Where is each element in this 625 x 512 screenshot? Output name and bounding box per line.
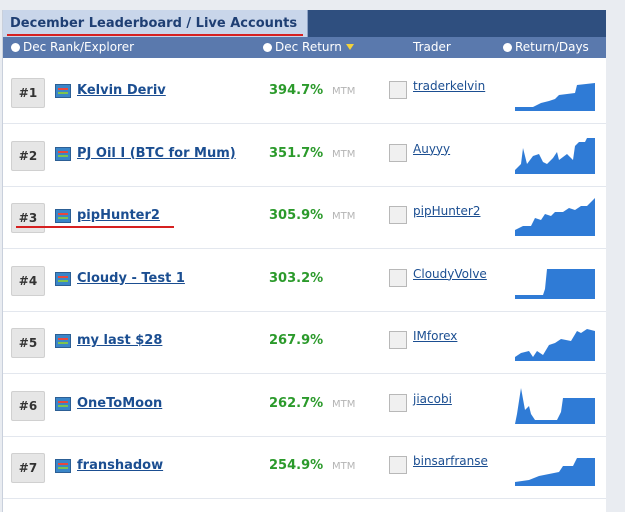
rank-badge: #5 <box>11 328 45 358</box>
account-icon <box>55 209 71 223</box>
trader-avatar <box>389 206 407 224</box>
trader-avatar <box>389 268 407 287</box>
return-value: 394.7% <box>269 83 324 98</box>
leaderboard-row: #3 pipHunter2 305.9% MTM pipHunter2 <box>3 186 606 249</box>
column-header-cell[interactable]: Dec Return <box>263 40 354 54</box>
trader-avatar <box>389 456 407 474</box>
sparkline <box>515 329 595 361</box>
account-icon <box>55 459 71 473</box>
sparkline <box>515 387 595 424</box>
trader-link[interactable]: pipHunter2 <box>413 204 481 218</box>
trader-avatar <box>389 331 407 349</box>
rank-badge: #6 <box>11 390 45 421</box>
sparkline-area <box>515 268 595 299</box>
account-link[interactable]: Kelvin Deriv <box>77 83 166 98</box>
return-value: 305.9% <box>269 208 324 223</box>
sparkline-area <box>515 83 595 111</box>
return-value: 303.2% <box>269 270 324 286</box>
sparkline-area <box>515 387 595 424</box>
sparkline-area <box>515 329 595 361</box>
mtm-tag: MTM <box>332 148 356 160</box>
account-link[interactable]: Cloudy - Test 1 <box>77 270 185 286</box>
tab[interactable]: December Leaderboard / Live Accounts <box>3 10 308 37</box>
column-label: Dec Rank/Explorer <box>23 40 135 54</box>
column-header-cell[interactable]: Dec Rank/Explorer <box>11 40 134 54</box>
account-link[interactable]: PJ Oil I (BTC for Mum) <box>77 145 236 161</box>
trader-link[interactable]: IMforex <box>413 329 458 343</box>
sparkline <box>515 198 595 236</box>
trader-avatar <box>389 143 407 162</box>
annotation-underline <box>7 34 303 36</box>
trader-link[interactable]: traderkelvin <box>413 79 486 93</box>
account-link[interactable]: pipHunter2 <box>77 208 160 223</box>
mtm-tag: MTM <box>332 86 356 97</box>
trader-link[interactable]: CloudyVolve <box>413 266 487 281</box>
leaderboard-row: #7 franshadow 254.9% MTM binsarfranse <box>3 436 606 499</box>
leaderboard-row: #5 my last $28 267.9% IMforex <box>3 311 606 374</box>
sparkline <box>515 83 595 111</box>
account-icon <box>55 84 71 98</box>
return-value: 254.9% <box>269 458 324 473</box>
trader-link[interactable]: binsarfranse <box>413 454 488 468</box>
tab-title: December Leaderboard / Live Accounts <box>10 16 298 31</box>
sparkline-area <box>515 458 595 486</box>
account-link[interactable]: franshadow <box>77 458 164 473</box>
account-icon <box>55 396 71 411</box>
account-link[interactable]: my last $28 <box>77 333 163 348</box>
column-label: Trader <box>413 40 451 54</box>
column-label: Dec Return <box>275 40 342 54</box>
return-value: 262.7% <box>269 395 324 411</box>
return-value: 351.7% <box>269 145 324 161</box>
mtm-tag: MTM <box>332 461 356 472</box>
sparkline-area <box>515 137 595 174</box>
leaderboard-row: #1 Kelvin Deriv 394.7% MTM traderkelvin <box>3 61 606 124</box>
trader-link[interactable]: jiacobi <box>413 391 452 406</box>
column-label: Return/Days <box>515 40 589 54</box>
rank-badge: #7 <box>11 453 45 483</box>
trader-avatar <box>389 393 407 412</box>
leaderboard-row: #6 OneToMoon 262.7% MTM jiacobi <box>3 374 606 437</box>
rank-badge: #2 <box>11 140 45 171</box>
account-icon <box>55 271 71 286</box>
account-icon <box>55 146 71 161</box>
return-value: 267.9% <box>269 333 324 348</box>
column-header: Dec Rank/Explorer Dec Return Trader Retu… <box>3 37 606 58</box>
sparkline <box>515 137 595 174</box>
rank-badge: #3 <box>11 203 45 233</box>
account-link[interactable]: OneToMoon <box>77 395 163 411</box>
mtm-tag: MTM <box>332 211 356 222</box>
leaderboard-panel: December Leaderboard / Live Accounts Dec… <box>2 10 606 512</box>
sparkline-area <box>515 198 595 236</box>
trader-link[interactable]: Auyyy <box>413 141 451 156</box>
rank-badge: #1 <box>11 78 45 108</box>
rank-badge: #4 <box>11 265 45 296</box>
mtm-tag: MTM <box>332 398 356 410</box>
trader-avatar <box>389 81 407 99</box>
leaderboard-row: #2 PJ Oil I (BTC for Mum) 351.7% MTM Auyyy <box>3 124 606 187</box>
column-header-cell[interactable]: Return/Days <box>503 40 589 54</box>
sparkline <box>515 458 595 486</box>
leaderboard-row: #4 Cloudy - Test 1 303.2% CloudyVolve <box>3 249 606 312</box>
column-header-cell[interactable]: Trader <box>413 40 451 54</box>
account-icon <box>55 334 71 348</box>
sparkline <box>515 268 595 299</box>
annotation-underline <box>16 226 174 228</box>
top-bar: December Leaderboard / Live Accounts <box>3 10 606 37</box>
